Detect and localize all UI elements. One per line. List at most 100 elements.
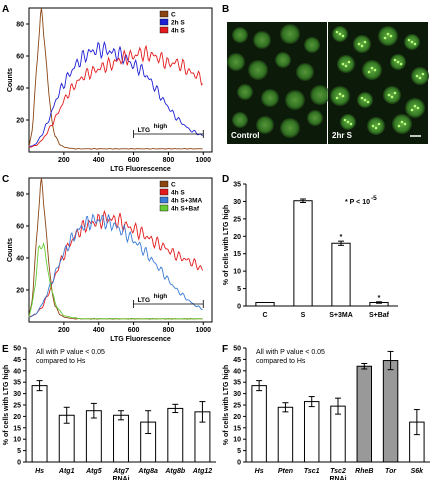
puncta — [383, 36, 387, 40]
x-tick-label: C — [262, 312, 267, 319]
bar — [293, 200, 313, 307]
micrograph-2hr-s-caption: 2hr S — [332, 131, 353, 140]
puncta — [377, 122, 381, 126]
significance-star: * — [340, 234, 343, 241]
series-line-4h-s — [28, 209, 204, 318]
x-tick-label: 400 — [93, 327, 105, 334]
x-tick-label: S6k — [411, 468, 425, 475]
puncta — [389, 34, 393, 38]
puncta — [397, 124, 401, 128]
series-line-4h-s+baf — [28, 241, 203, 320]
puncta — [343, 118, 347, 122]
x-tick-label: 1000 — [195, 157, 211, 164]
y-tick-label: 20 — [16, 118, 24, 125]
bar — [277, 406, 294, 463]
cell — [280, 24, 300, 44]
puncta — [399, 62, 403, 66]
x-tick-label: Atg1 — [58, 468, 75, 475]
puncta — [418, 76, 422, 80]
y-tick-label: 45 — [13, 357, 21, 364]
y-tick-label: 40 — [16, 86, 24, 93]
puncta — [413, 42, 417, 46]
significance-star: * — [378, 295, 381, 302]
y-tick-label: 35 — [233, 380, 241, 387]
x-tick-label: Atg5 — [85, 468, 102, 475]
p-value-note-line: All with P value < 0.05 — [256, 349, 325, 356]
cell — [378, 26, 398, 46]
y-tick-label: 30 — [13, 391, 21, 398]
x-tick-label: Hs — [255, 468, 264, 475]
legend-swatch — [159, 204, 169, 212]
legend-swatch — [159, 10, 169, 18]
legend-label: 4h S — [171, 190, 185, 197]
legend-swatch — [159, 188, 169, 196]
puncta — [341, 62, 345, 66]
x-tick-label: 400 — [93, 157, 105, 164]
cell — [310, 85, 330, 105]
puncta — [346, 120, 350, 124]
y-tick-label: 30 — [233, 391, 241, 398]
bar — [31, 385, 48, 463]
y-tick-label: 60 — [16, 224, 24, 231]
y-tick-label: 35 — [233, 182, 241, 189]
cell — [280, 118, 300, 138]
p-value-note-line: compared to Hs — [36, 358, 86, 365]
cell — [261, 89, 279, 107]
cell — [304, 37, 320, 53]
p-value-note: * P < 10 — [345, 199, 370, 206]
x-axis-label: LTG Fluorescence — [110, 166, 171, 173]
legend-label: 4h S+Baf — [171, 206, 200, 213]
y-tick-label: 35 — [13, 380, 21, 387]
ltg-high-label: LTG — [138, 127, 151, 134]
puncta — [373, 68, 377, 72]
y-axis-label: % of cells with LTG high — [3, 365, 10, 445]
panel-label-b: B — [222, 4, 229, 15]
micrograph-2hr-s: 2hr S — [328, 22, 429, 144]
puncta — [387, 93, 391, 97]
cell — [362, 60, 382, 80]
y-tick-label: 60 — [16, 54, 24, 61]
legend-swatch — [159, 18, 169, 26]
legend-swatch — [159, 180, 169, 188]
puncta — [413, 104, 417, 108]
panel-label-d: D — [222, 174, 229, 185]
chart-c: 200 400 600 800 1000 20 40 60 80 LTG Fluorescence… — [7, 177, 213, 343]
x-tick-label: S+3MA — [329, 312, 353, 319]
x-tick-label: Atg12 — [192, 468, 213, 475]
puncta — [370, 66, 374, 70]
legend-swatch — [159, 26, 169, 34]
micrograph-control: Control — [227, 22, 330, 144]
x-tick-label: 1000 — [195, 327, 211, 334]
y-tick-label: 45 — [233, 357, 241, 364]
y-tick-label: 20 — [233, 234, 241, 241]
puncta — [416, 106, 420, 110]
y-tick-label: 20 — [16, 288, 24, 295]
legend-label: 2h S — [171, 20, 185, 27]
cell — [337, 55, 355, 73]
x-tick-label: S — [301, 312, 306, 319]
x-tick-label: Pten — [278, 468, 293, 475]
panel-label-f: F — [222, 344, 228, 355]
ltg-high-sup: high — [154, 123, 168, 130]
x-tick-label: Hs — [35, 468, 44, 475]
x-tick-label: 200 — [58, 327, 70, 334]
x-tick-label: Tor — [385, 468, 397, 475]
cell — [296, 63, 314, 81]
ltg-high-sup: high — [154, 293, 168, 300]
x-axis-label: RNAi — [112, 476, 129, 480]
cell — [367, 117, 385, 135]
p-value-note-line: compared to Hs — [256, 358, 306, 365]
panel-label-e: E — [2, 344, 9, 355]
y-tick-label: 10 — [233, 437, 241, 444]
y-tick-label: 15 — [233, 251, 241, 258]
cell — [285, 90, 305, 110]
ltg-high-label: LTG — [138, 297, 151, 304]
panel-label-a: A — [2, 4, 9, 15]
puncta — [403, 122, 407, 126]
y-tick-label: 20 — [13, 414, 21, 421]
cell — [237, 84, 253, 100]
puncta — [347, 60, 351, 64]
puncta — [396, 60, 400, 64]
p-value-note-line: All with P value < 0.05 — [36, 349, 105, 356]
